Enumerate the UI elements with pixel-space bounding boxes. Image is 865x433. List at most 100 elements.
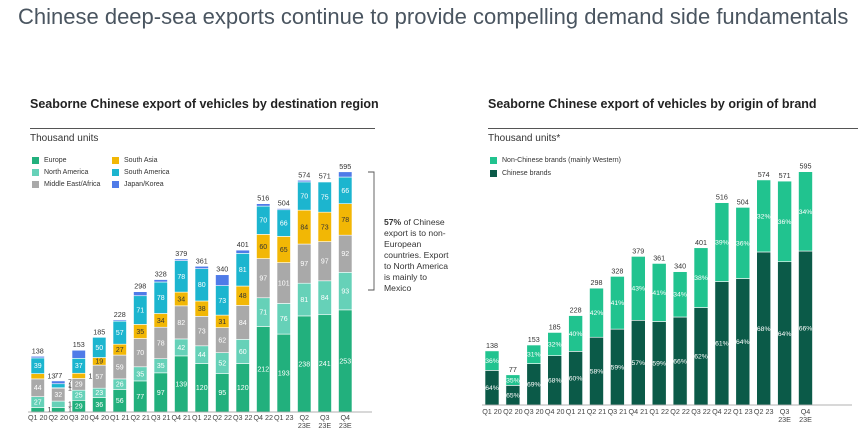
- data-label: 59: [116, 364, 124, 371]
- bar-total-label: 77: [54, 371, 62, 380]
- bar-total-label: 340: [674, 262, 686, 271]
- data-label: 60: [239, 349, 247, 356]
- data-label: 97: [157, 390, 165, 397]
- bar-segment: [276, 208, 291, 211]
- x-tick-label: Q1 20: [28, 413, 48, 422]
- bar-segment-non-chinese: [672, 271, 688, 318]
- bar-segment: [174, 258, 189, 261]
- data-label: 80: [198, 282, 206, 289]
- bar-total-label: 401: [695, 238, 707, 247]
- bar-segment: [297, 179, 312, 183]
- bar-segment: [51, 380, 66, 385]
- legend-swatch-europe: [32, 157, 39, 164]
- legend-swatch-south-asia: [112, 157, 119, 164]
- bar-total-label: 153: [73, 340, 85, 349]
- legend-label: South Asia: [124, 157, 158, 164]
- bar-total-label: 574: [758, 170, 770, 179]
- legend-label: Europe: [44, 157, 67, 164]
- x-tick-label: Q1 23: [733, 407, 753, 416]
- legend-item-europe: Europe: [32, 157, 67, 164]
- left-units-label: Thousand units: [30, 133, 99, 144]
- note-text: of Chinese export is to non-European cou…: [384, 217, 449, 293]
- data-label: 52: [218, 361, 226, 368]
- bar-total-label: 185: [549, 322, 561, 331]
- data-label: 26: [116, 382, 124, 389]
- bar-segment: [71, 349, 86, 359]
- data-label: 76: [280, 316, 288, 323]
- bar-segment-non-chinese: [610, 276, 625, 330]
- data-label: 60%: [569, 376, 583, 383]
- data-label: 39%: [715, 240, 729, 247]
- data-label: 32%: [548, 341, 562, 348]
- data-label: 97: [321, 259, 329, 266]
- x-tick-label: Q4: [801, 407, 811, 416]
- data-label: 35: [136, 329, 144, 336]
- data-label: 25: [75, 393, 83, 400]
- legend-label: Chinese brands: [502, 170, 552, 177]
- data-label: 50: [95, 345, 103, 352]
- x-tick-label: Q3 21: [151, 413, 171, 422]
- x-tick-label: Q3: [320, 413, 330, 422]
- data-label: 34%: [799, 209, 813, 216]
- note-highlight: 57%: [384, 217, 402, 227]
- x-tick-label: Q2 21: [130, 413, 150, 422]
- bar-total-label: 571: [319, 171, 331, 180]
- data-label: 73: [198, 328, 206, 335]
- x-tick-label: Q2 22: [670, 407, 690, 416]
- bar-segment-non-chinese: [589, 287, 604, 338]
- x-tick-label: Q4 22: [712, 407, 732, 416]
- data-label: 70: [136, 350, 144, 357]
- bar-total-label: 574: [298, 170, 310, 179]
- data-label: 7: [68, 380, 72, 387]
- data-label: 36%: [778, 219, 792, 226]
- annotation-bracket: [368, 171, 375, 291]
- data-label: 95: [218, 390, 226, 397]
- bar-segment-non-chinese: [547, 332, 563, 356]
- data-label: 40%: [569, 331, 583, 338]
- data-label: 34: [157, 318, 165, 325]
- data-label: 241: [319, 361, 331, 368]
- data-label: 11: [68, 407, 75, 414]
- data-label: 62: [218, 338, 226, 345]
- data-label: 48: [239, 293, 247, 300]
- bar-total-label: 379: [632, 246, 644, 255]
- x-tick-label: Q3 21: [608, 407, 628, 416]
- data-label: 65%: [506, 393, 520, 400]
- legend-label: Japan/Korea: [124, 181, 164, 188]
- x-tick-label: Q1 22: [192, 413, 212, 422]
- x-tick-label: Q2 21: [587, 407, 607, 416]
- data-label: 57: [95, 374, 103, 381]
- data-label: 32: [54, 392, 62, 399]
- data-label: 92: [341, 251, 349, 258]
- data-label: 78: [157, 340, 165, 347]
- x-tick-label: Q4 20: [545, 407, 565, 416]
- legend-item-middle-east-africa: Middle East/Africa: [32, 181, 100, 188]
- data-label: 64%: [778, 331, 792, 338]
- data-label: 42%: [590, 310, 604, 317]
- data-label: 62%: [694, 354, 708, 361]
- legend-item-japan-korea: Japan/Korea: [112, 181, 164, 188]
- data-label: 35: [157, 363, 165, 370]
- bar-total-label: 298: [134, 282, 146, 291]
- data-label: 36%: [736, 240, 750, 247]
- bar-segment: [133, 291, 148, 297]
- bar-segment-non-chinese: [526, 344, 542, 364]
- legend-item-south-asia: South Asia: [112, 157, 157, 164]
- x-tick-label: Q3 20: [524, 407, 544, 416]
- right-chart-subtitle: Seaborne Chinese export of vehicles by o…: [488, 97, 817, 111]
- data-label: 19: [95, 359, 103, 366]
- bar-total-label: 516: [716, 193, 728, 202]
- data-label: 64%: [485, 385, 499, 392]
- bar-segment-non-chinese: [630, 256, 646, 321]
- x-tick-label: Q1 23: [274, 413, 294, 422]
- bar-total-label: 328: [611, 266, 623, 275]
- bar-segment: [71, 372, 86, 379]
- bar-segment: [30, 373, 45, 380]
- bar-total-label: 361: [653, 253, 665, 262]
- bar-segment: [338, 171, 353, 178]
- data-label: 56: [116, 398, 124, 405]
- data-label: 42: [177, 345, 185, 352]
- data-label: 77: [136, 394, 144, 401]
- data-label: 70: [259, 218, 267, 225]
- bar-total-label: 340: [216, 265, 228, 274]
